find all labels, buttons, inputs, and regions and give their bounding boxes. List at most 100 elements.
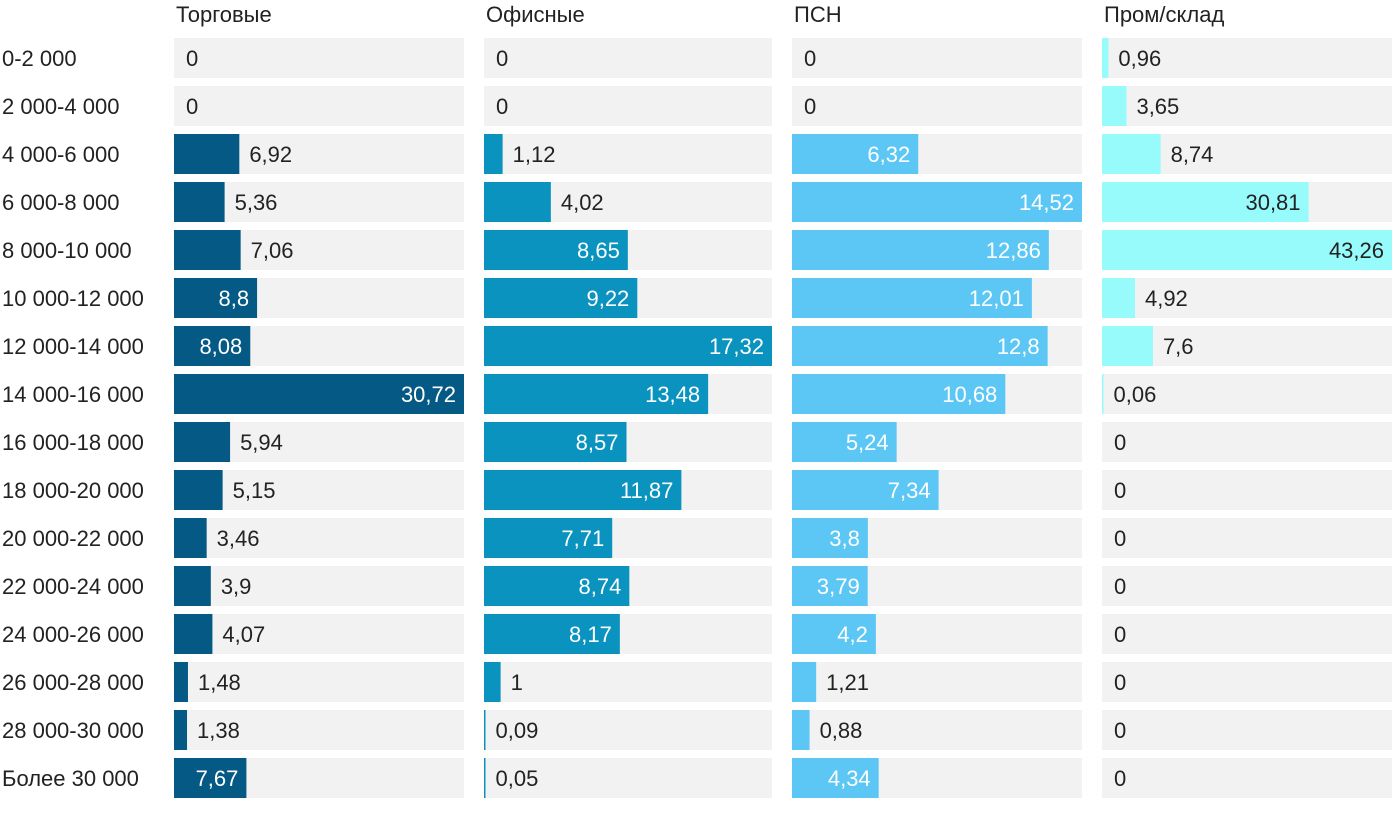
category-label: 26 000-28 000 <box>2 670 144 695</box>
series-title: Торговые <box>176 2 272 27</box>
bar <box>792 326 1048 366</box>
bar <box>484 230 628 270</box>
data-label: 0 <box>1114 718 1126 743</box>
data-label: 0 <box>1114 526 1126 551</box>
category-label: 22 000-24 000 <box>2 574 144 599</box>
data-label: 3,79 <box>817 574 860 599</box>
bar-track <box>1102 662 1392 702</box>
bar <box>484 614 620 654</box>
data-label: 0 <box>186 94 198 119</box>
data-label: 12,86 <box>986 238 1041 263</box>
bar-track <box>792 86 1082 126</box>
bar-track <box>174 38 464 78</box>
bar <box>792 278 1032 318</box>
bar <box>484 278 638 318</box>
bar <box>174 758 247 798</box>
bar <box>484 134 503 174</box>
data-label: 0 <box>804 46 816 71</box>
bar <box>484 182 551 222</box>
bar-track <box>174 518 464 558</box>
bar <box>484 470 682 510</box>
bar <box>484 326 772 366</box>
data-label: 8,17 <box>569 622 612 647</box>
data-label: 30,72 <box>401 382 456 407</box>
bar <box>1102 182 1309 222</box>
bar <box>792 422 897 462</box>
data-label: 0 <box>1114 670 1126 695</box>
bar-track <box>174 662 464 702</box>
bar <box>1102 86 1127 126</box>
bar <box>484 422 627 462</box>
bar <box>174 134 240 174</box>
bar <box>1102 278 1135 318</box>
bar <box>484 710 486 750</box>
bar <box>1102 326 1153 366</box>
data-label: 3,65 <box>1136 94 1179 119</box>
bar-track <box>1102 470 1392 510</box>
bar <box>792 758 879 798</box>
bar-track <box>174 614 464 654</box>
category-label: 20 000-22 000 <box>2 526 144 551</box>
data-label: 6,92 <box>249 142 292 167</box>
bar <box>792 470 939 510</box>
category-label: 4 000-6 000 <box>2 142 119 167</box>
data-label: 0,05 <box>496 766 539 791</box>
data-label: 7,71 <box>561 526 604 551</box>
bar-track <box>484 710 772 750</box>
data-label: 0 <box>496 46 508 71</box>
bar <box>174 230 241 270</box>
bar-track <box>174 566 464 606</box>
bar-track <box>792 710 1082 750</box>
category-label: 10 000-12 000 <box>2 286 144 311</box>
data-label: 11,87 <box>620 478 673 503</box>
series-title: Офисные <box>486 2 585 27</box>
data-label: 4,34 <box>828 766 871 791</box>
data-label: 9,22 <box>586 286 629 311</box>
bar <box>792 662 817 702</box>
data-label: 5,94 <box>240 430 283 455</box>
bar-track <box>484 134 772 174</box>
bar-track <box>484 38 772 78</box>
series-title: ПСН <box>794 2 842 27</box>
bar <box>174 518 207 558</box>
bar-track <box>484 758 772 798</box>
data-label: 4,07 <box>222 622 265 647</box>
bar <box>1102 134 1161 174</box>
data-label: 0 <box>1114 766 1126 791</box>
data-label: 14,52 <box>1019 190 1074 215</box>
bar <box>792 614 876 654</box>
category-label: 6 000-8 000 <box>2 190 119 215</box>
bar-track <box>1102 710 1392 750</box>
bar <box>174 326 251 366</box>
bar <box>792 710 810 750</box>
data-label: 3,9 <box>221 574 252 599</box>
data-label: 7,06 <box>251 238 294 263</box>
category-label: 16 000-18 000 <box>2 430 144 455</box>
data-label: 8,57 <box>576 430 619 455</box>
bar <box>174 614 213 654</box>
bar <box>174 566 211 606</box>
bar-track <box>174 86 464 126</box>
category-label: 0-2 000 <box>2 46 77 71</box>
bar <box>174 470 223 510</box>
category-label: 8 000-10 000 <box>2 238 132 263</box>
bar-track <box>1102 518 1392 558</box>
bar <box>1102 374 1104 414</box>
category-label: 24 000-26 000 <box>2 622 144 647</box>
bar <box>174 182 225 222</box>
bar <box>174 662 188 702</box>
bar <box>792 230 1049 270</box>
data-label: 8,74 <box>1171 142 1214 167</box>
bar-track <box>792 662 1082 702</box>
data-label: 7,67 <box>196 766 239 791</box>
data-label: 43,26 <box>1329 238 1384 263</box>
category-label: Более 30 000 <box>2 766 139 791</box>
data-label: 8,74 <box>579 574 622 599</box>
category-label: 14 000-16 000 <box>2 382 144 407</box>
data-label: 8,65 <box>577 238 620 263</box>
bar <box>484 566 630 606</box>
data-label: 5,15 <box>233 478 276 503</box>
bar <box>792 518 868 558</box>
data-label: 3,8 <box>829 526 860 551</box>
data-label: 0 <box>1114 478 1126 503</box>
